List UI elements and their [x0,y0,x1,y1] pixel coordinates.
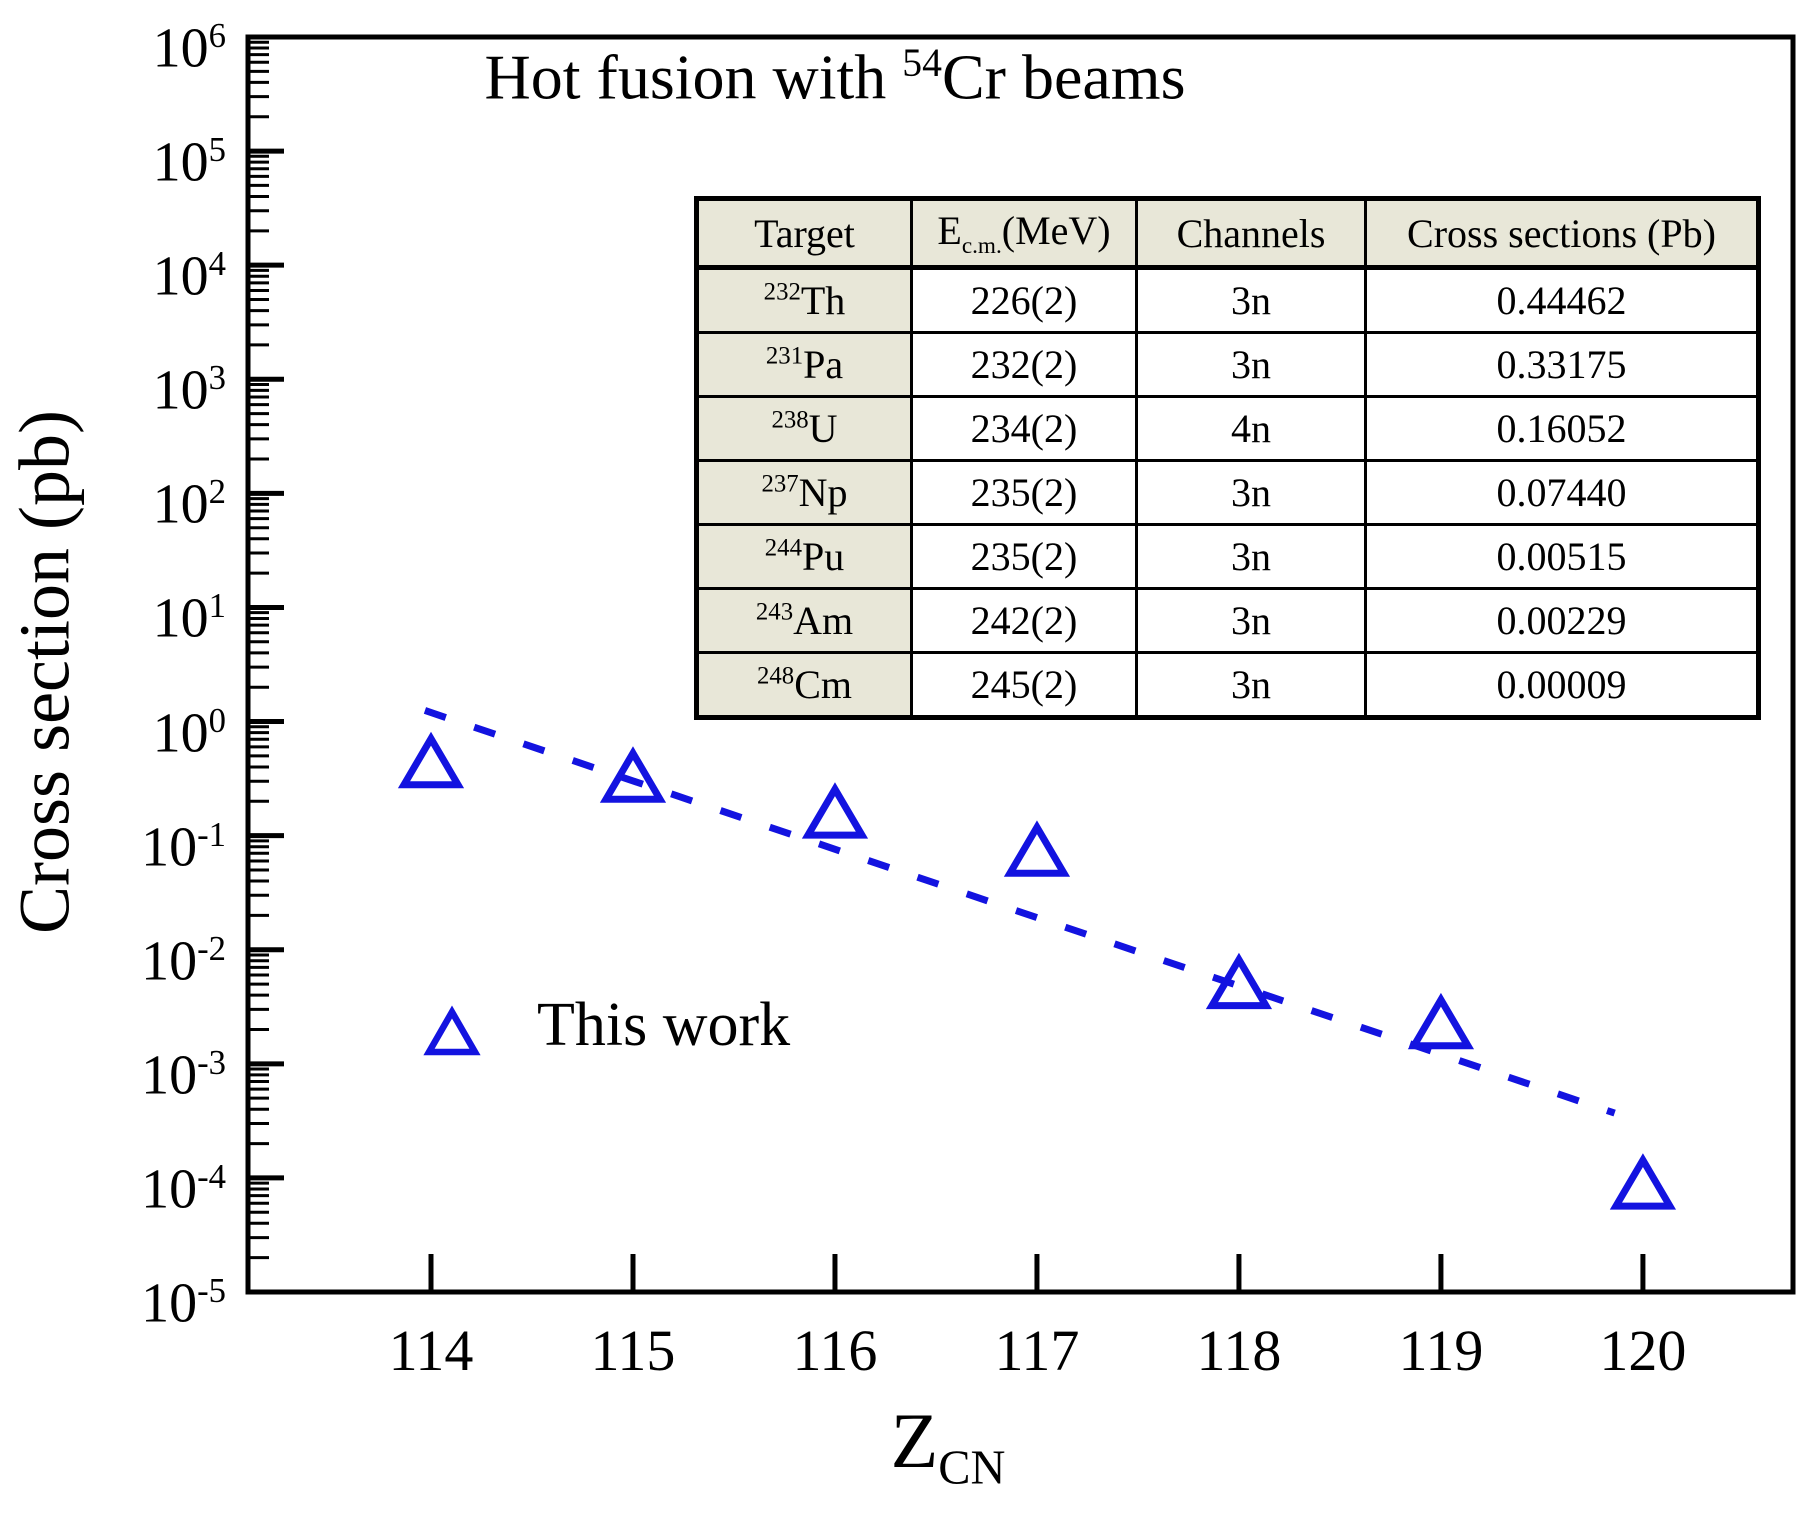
table-cell: 0.07440 [1364,459,1760,526]
table-cell: 232(2) [910,331,1138,398]
y-tick-label: 10-3 [141,1042,226,1107]
y-tick-label: 104 [152,244,226,308]
x-tick-label: 120 [1599,1318,1687,1383]
table-cell: 0.00515 [1364,523,1760,590]
legend-label: This work [537,991,791,1059]
y-tick-label: 103 [152,358,226,422]
data-point-triangle [801,782,869,839]
table-cell: 234(2) [910,395,1138,462]
chart-title-superscript: 54 [902,41,942,85]
table-row: 244Pu 235(2) 3n 0.00515 [695,523,1760,590]
table-cell: 3n [1135,587,1367,654]
y-tick-label: 10-4 [141,1156,226,1221]
table-header-cell: Channels [1135,197,1367,270]
y-tick-label: 10-5 [141,1271,226,1335]
x-tick-label: 119 [1398,1318,1484,1383]
data-point-triangle [397,731,465,789]
x-axis-label-subscript: CN [938,1441,1006,1495]
x-tick-label: 118 [1196,1318,1282,1383]
table-cell: 0.00229 [1364,587,1760,654]
table-header-row: Target Ec.m.(MeV) Channels Cross sections (… [695,197,1760,270]
legend-marker-triangle [423,1005,481,1056]
x-tick-label: 115 [590,1318,676,1383]
table-header-cell: Ec.m.(MeV) [910,197,1138,270]
table-cell: 0.16052 [1364,395,1760,462]
y-tick-label: 101 [152,586,226,651]
table-cell-target: 231Pa [695,331,913,398]
table-row: 232Th 226(2) 3n 0.44462 [695,266,1760,334]
table-cell: 3n [1135,523,1367,590]
y-tick-label: 106 [152,16,226,80]
table-header-cell: Target [695,197,913,270]
chart-title: Hot fusion with 54Cr beams [485,40,1186,114]
table-cell-target: 248Cm [695,651,913,719]
x-tick-label: 117 [994,1318,1080,1383]
inset-table-head: Target Ec.m.(MeV) Channels Cross sections (… [695,197,1760,270]
table-cell: 3n [1135,459,1367,526]
y-tick-label: 10-1 [141,814,226,879]
table-cell-target: 244Pu [695,523,913,590]
data-point-triangle [1205,952,1273,1010]
y-tick-label: 102 [152,472,226,537]
table-cell: 0.00009 [1364,651,1760,719]
data-point-triangle [1609,1153,1677,1210]
table-row: 248Cm 245(2) 3n 0.00009 [695,651,1760,719]
table-row: 238U 234(2) 4n 0.16052 [695,395,1760,462]
table-cell: 0.44462 [1364,266,1760,334]
table-header-cell: Cross sections (Pb) [1364,197,1760,270]
x-axis-label-main: Z [890,1397,939,1484]
table-cell: 3n [1135,266,1367,334]
plot-frame [245,34,1796,1295]
table-cell: 235(2) [910,459,1138,526]
table-cell-target: 232Th [695,266,913,334]
y-tick-label: 10-2 [141,928,226,993]
table-row: 231Pa 232(2) 3n 0.33175 [695,331,1760,398]
y-tick-label: 105 [152,130,226,194]
inset-table-body: 232Th 226(2) 3n 0.44462 231Pa 232(2) 3n 0.33175… [695,266,1760,719]
table-cell-target: 243Am [695,587,913,654]
x-axis-label: ZCN [891,1396,1006,1496]
inset-table: Target Ec.m.(MeV) Channels Cross sections (… [694,196,1761,720]
y-axis-label: Cross section (pb) [4,410,85,934]
table-cell: 242(2) [910,587,1138,654]
data-point-triangle [1407,992,1475,1050]
chart-title-text-post: Cr beams [941,41,1186,113]
data-point-triangle [599,746,667,803]
table-cell: 0.33175 [1364,331,1760,398]
x-tick-label: 114 [388,1318,474,1383]
table-row: 243Am 242(2) 3n 0.00229 [695,587,1760,654]
data-point-triangle [1003,820,1071,877]
table-cell: 4n [1135,395,1367,462]
table-cell: 3n [1135,651,1367,719]
chart-title-text: Hot fusion with [484,41,903,113]
table-row: 237Np 235(2) 3n 0.07440 [695,459,1760,526]
table-cell: 3n [1135,331,1367,398]
table-cell-target: 237Np [695,459,913,526]
table-cell-target: 238U [695,395,913,462]
y-tick-label: 100 [152,700,226,765]
x-tick-label: 116 [792,1318,878,1383]
table-cell: 245(2) [910,651,1138,719]
table-cell: 235(2) [910,523,1138,590]
table-cell: 226(2) [910,266,1138,334]
